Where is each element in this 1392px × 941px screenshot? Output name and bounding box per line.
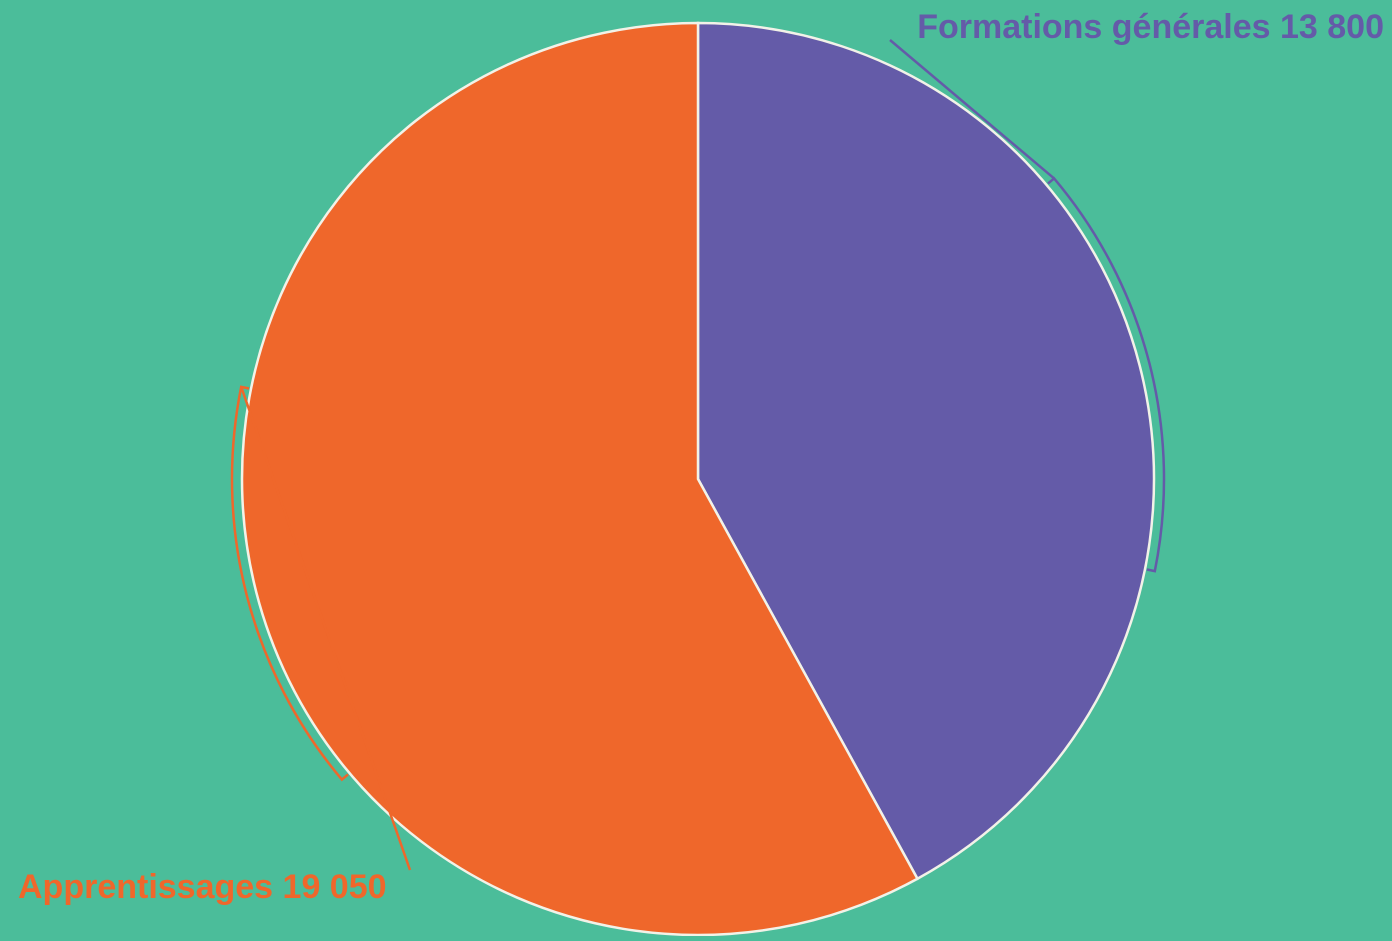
leader-line-apprentissages [230,385,412,871]
labels-layer: Formations générales 13 800 Apprentissage… [18,8,1384,906]
pie-slice-formations-g-n-rales [696,21,1156,881]
leader-line-formations-g-n-rales [889,39,1166,573]
slice-label-formations-g-n-rales: Formations générales 13 800 [917,8,1384,46]
pie-slice-apprentissages [240,21,920,937]
slices-layer [240,21,1156,937]
slice-label-apprentissages: Apprentissages 19 050 [18,868,387,906]
leader-lines-layer [230,39,1166,871]
